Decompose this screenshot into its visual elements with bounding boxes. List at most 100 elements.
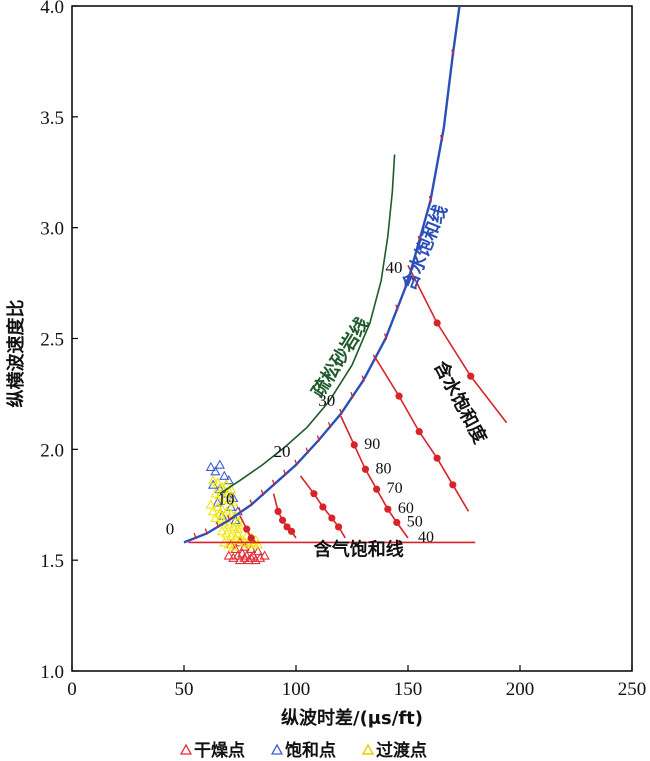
saturated-point-3 bbox=[219, 470, 230, 480]
water-line-tick-15 bbox=[361, 375, 365, 382]
saturated-point-13 bbox=[230, 514, 241, 525]
y-tick-label-6: 4.0 bbox=[40, 0, 64, 18]
water-line-tick-21 bbox=[428, 195, 433, 203]
dry-point-5 bbox=[239, 552, 250, 562]
transition-point-13 bbox=[221, 506, 232, 516]
saturation-label-0: 90 bbox=[364, 436, 380, 453]
transition-point-38 bbox=[252, 539, 264, 549]
saturation-dot-3-1 bbox=[361, 465, 370, 473]
transition-point-8 bbox=[223, 494, 234, 505]
water-line-tick-11 bbox=[316, 435, 321, 442]
transition-point-39 bbox=[214, 508, 225, 518]
legend-dry-label: 干燥点 bbox=[194, 741, 245, 761]
x-tick-label-3: 150 bbox=[394, 679, 423, 700]
saturation-line-4 bbox=[373, 355, 470, 512]
dry-point-8 bbox=[246, 552, 257, 562]
saturated-point-1 bbox=[210, 466, 221, 476]
transition-point-7 bbox=[219, 492, 230, 503]
transition-point-30 bbox=[232, 528, 243, 538]
transition-point-24 bbox=[225, 530, 237, 540]
transition-point-17 bbox=[214, 514, 225, 525]
water-line-tick-23 bbox=[451, 49, 455, 56]
transition-point-26 bbox=[234, 534, 246, 545]
loose-sand-line bbox=[219, 154, 396, 495]
chart-svg: 0 50 100 150 200 2501.01.52.02.53.03.54.0纵波时差… bbox=[5, 0, 646, 729]
loose-sand-annotation: 疏松砂岩线 bbox=[307, 313, 373, 401]
legend-transition-triangle-icon bbox=[362, 742, 374, 755]
y-tick-label-5: 3.5 bbox=[40, 108, 64, 129]
transition-point-9 bbox=[228, 497, 239, 507]
transition-point-2 bbox=[216, 481, 228, 491]
y-axis-title: 纵横波速度比 bbox=[5, 300, 27, 408]
porosity-label-4: 40 bbox=[386, 258, 403, 277]
transition-point-21 bbox=[232, 523, 243, 534]
saturation-dot-5-0 bbox=[433, 319, 441, 327]
legend-dry-triangle-icon bbox=[180, 743, 192, 755]
saturation-dot-0-1 bbox=[247, 534, 255, 542]
saturation-label-5: 40 bbox=[418, 529, 434, 546]
y-tick-label-4: 3.0 bbox=[40, 219, 64, 240]
transition-point-25 bbox=[230, 532, 241, 542]
water-line-tick-9 bbox=[294, 459, 298, 467]
y-tick-label-2: 2.0 bbox=[40, 440, 64, 461]
porosity-label-0: 0 bbox=[166, 519, 175, 538]
water-line-tick-7 bbox=[271, 479, 276, 487]
water-line-tick-10 bbox=[305, 447, 309, 454]
saturation-dot-1-3 bbox=[287, 527, 296, 535]
x-tick-label-1: 50 bbox=[175, 679, 194, 700]
dry-point-1 bbox=[228, 552, 239, 562]
saturated-point-8 bbox=[228, 492, 239, 503]
water-line-tick-5 bbox=[249, 499, 253, 506]
transition-point-41 bbox=[223, 486, 234, 496]
saturation-dot-4-1 bbox=[415, 428, 423, 436]
saturated-point-5 bbox=[207, 479, 219, 489]
gas-line-annotation: 含气饱和线 bbox=[314, 539, 404, 561]
water-line-tick-18 bbox=[395, 304, 399, 311]
transition-point-19 bbox=[223, 519, 234, 529]
water-line-tick-8 bbox=[283, 469, 287, 477]
water-line-tick-16 bbox=[372, 354, 377, 361]
legend-item-dry: 干燥点 bbox=[180, 736, 245, 761]
transition-point-1 bbox=[212, 477, 223, 487]
saturated-point-9 bbox=[212, 497, 223, 507]
transition-point-11 bbox=[212, 501, 223, 511]
saturation-dot-1-1 bbox=[278, 516, 287, 524]
water-line-tick-12 bbox=[327, 421, 332, 429]
y-tick-label-0: 1.0 bbox=[40, 662, 64, 683]
transition-point-28 bbox=[223, 539, 234, 549]
water-line-tick-14 bbox=[350, 392, 354, 399]
x-tick-label-2: 100 bbox=[282, 679, 311, 700]
dry-point-13 bbox=[239, 541, 250, 551]
saturation-dot-4-2 bbox=[433, 454, 441, 462]
dry-point-11 bbox=[255, 552, 266, 562]
transition-point-14 bbox=[225, 508, 237, 518]
transition-point-20 bbox=[228, 521, 239, 531]
saturation-label-4: 50 bbox=[407, 513, 423, 530]
dry-point-10 bbox=[250, 554, 261, 565]
transition-point-3 bbox=[221, 479, 232, 489]
water-line-tick-22 bbox=[439, 134, 444, 142]
x-tick-label-4: 200 bbox=[506, 679, 535, 700]
legend-item-saturated: 饱和点 bbox=[271, 736, 336, 761]
water-line-tick-17 bbox=[383, 333, 388, 340]
dry-point-7 bbox=[243, 554, 255, 565]
water-line-tick-20 bbox=[417, 235, 421, 243]
saturation-dot-0-0 bbox=[243, 525, 251, 533]
saturation-dot-5-1 bbox=[467, 372, 475, 380]
chart-legend: 干燥点 饱和点 过渡点 bbox=[180, 736, 427, 761]
transition-point-29 bbox=[228, 541, 239, 551]
porosity-label-3: 30 bbox=[318, 391, 335, 410]
saturation-dot-1-0 bbox=[274, 507, 282, 515]
saturation-line-5 bbox=[407, 265, 508, 424]
x-tick-label-0: 0 bbox=[67, 679, 77, 700]
water-line-tick-2 bbox=[215, 521, 220, 529]
water-line-tick-1 bbox=[204, 528, 209, 535]
saturation-dot-3-2 bbox=[373, 485, 381, 493]
transition-point-23 bbox=[221, 528, 232, 538]
transition-point-40 bbox=[207, 506, 219, 516]
legend-saturated-label: 饱和点 bbox=[285, 741, 336, 761]
water-line-tick-0 bbox=[193, 532, 197, 540]
dry-point-12 bbox=[230, 543, 241, 553]
y-tick-label-3: 2.5 bbox=[40, 330, 64, 351]
water-line-tick-13 bbox=[339, 408, 343, 416]
